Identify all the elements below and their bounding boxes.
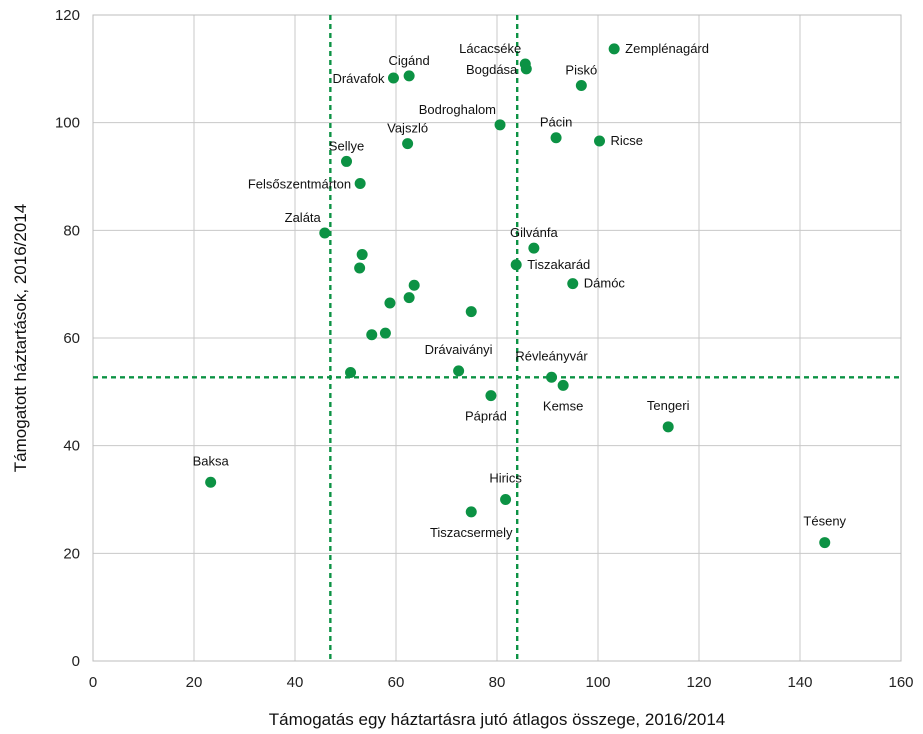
scatter-point bbox=[341, 155, 353, 167]
scatter-point bbox=[662, 421, 674, 433]
point-label: Pácin bbox=[540, 115, 573, 130]
scatter-point bbox=[500, 494, 512, 505]
y-tick-label: 20 bbox=[63, 545, 80, 562]
x-tick-label: 0 bbox=[89, 674, 97, 691]
point-label: Hirics bbox=[489, 471, 522, 486]
scatter-point bbox=[510, 259, 522, 271]
scatter-point bbox=[345, 366, 357, 378]
tick-labels: 0 20 40 60 80 100 120 140 160 0 20 40 60 80 100 120 bbox=[55, 7, 914, 691]
plot-area-frame bbox=[92, 14, 902, 662]
x-tick-label: 100 bbox=[585, 674, 610, 691]
scatter-point bbox=[608, 43, 620, 55]
point-label: Dámóc bbox=[584, 276, 626, 291]
point-label: Kemse bbox=[543, 398, 583, 413]
point-label: Téseny bbox=[803, 514, 846, 529]
scatter-point bbox=[575, 80, 587, 92]
scatter-point bbox=[354, 262, 366, 274]
scatter-point bbox=[356, 249, 368, 261]
scatter-point bbox=[465, 306, 477, 318]
point-label: Drávaiványi bbox=[425, 342, 493, 357]
point-label: Drávafok bbox=[332, 71, 385, 86]
point-label: Révleányvár bbox=[515, 348, 588, 363]
y-tick-label: 0 bbox=[72, 653, 80, 670]
scatter-point bbox=[546, 371, 558, 383]
y-tick-label: 100 bbox=[55, 115, 80, 132]
y-tick-label: 80 bbox=[63, 222, 80, 239]
scatter-point bbox=[550, 132, 562, 144]
x-tick-label: 120 bbox=[686, 674, 711, 691]
scatter-point bbox=[453, 365, 465, 377]
x-tick-label: 80 bbox=[489, 674, 506, 691]
x-axis-title: Támogatás egy háztartásra jutó átlagos ö… bbox=[269, 710, 725, 729]
scatter-point bbox=[205, 476, 217, 488]
scatter-point bbox=[354, 177, 366, 189]
scatter-point bbox=[567, 278, 579, 290]
scatter-point bbox=[319, 227, 331, 239]
scatter-point bbox=[387, 72, 399, 84]
scatter-point bbox=[520, 63, 532, 75]
data-points bbox=[205, 43, 831, 549]
scatter-point bbox=[366, 329, 378, 341]
x-tick-label: 20 bbox=[186, 674, 203, 691]
scatter-point bbox=[402, 138, 414, 150]
gridlines bbox=[92, 14, 902, 662]
x-tick-label: 40 bbox=[287, 674, 304, 691]
point-label: Sellye bbox=[329, 138, 364, 153]
scatter-point bbox=[379, 327, 391, 339]
scatter-point bbox=[465, 506, 477, 518]
point-label: Páprád bbox=[465, 409, 507, 424]
y-tick-label: 40 bbox=[63, 438, 80, 455]
scatter-point bbox=[528, 242, 540, 254]
point-label: Zemplénagárd bbox=[625, 41, 709, 56]
point-label: Tengeri bbox=[647, 398, 690, 413]
point-label: Cigánd bbox=[389, 53, 430, 68]
x-tick-label: 140 bbox=[787, 674, 812, 691]
point-labels: Drávafok Cigánd Lácacséke Bogdása Zemplénagá… bbox=[193, 41, 847, 540]
point-label: Felsőszentmárton bbox=[248, 176, 351, 191]
scatter-point bbox=[403, 70, 415, 82]
scatter-point bbox=[485, 390, 497, 402]
scatter-point bbox=[384, 297, 396, 309]
point-label: Tiszakarád bbox=[527, 257, 590, 272]
point-label: Vajszló bbox=[387, 121, 428, 136]
scatter-point bbox=[594, 135, 606, 147]
point-label: Lácacséke bbox=[459, 41, 521, 56]
scatter-point bbox=[819, 537, 831, 549]
scatter-point bbox=[494, 119, 506, 131]
point-label: Gilvánfa bbox=[510, 225, 558, 240]
scatter-point bbox=[408, 279, 420, 291]
point-label: Piskó bbox=[565, 63, 597, 78]
point-label: Bogdása bbox=[466, 62, 518, 77]
scatter-point bbox=[403, 292, 415, 304]
x-tick-label: 160 bbox=[888, 674, 913, 691]
x-tick-label: 60 bbox=[388, 674, 405, 691]
y-tick-label: 120 bbox=[55, 7, 80, 24]
point-label: Tiszacsermely bbox=[430, 525, 513, 540]
point-label: Zaláta bbox=[285, 210, 322, 225]
point-label: Bodroghalom bbox=[419, 102, 496, 117]
point-label: Baksa bbox=[193, 453, 230, 468]
scatter-point bbox=[557, 379, 569, 391]
y-axis-title: Támogatott háztartások, 2016/2014 bbox=[11, 204, 30, 472]
point-label: Ricse bbox=[611, 133, 644, 148]
y-tick-label: 60 bbox=[63, 330, 80, 347]
